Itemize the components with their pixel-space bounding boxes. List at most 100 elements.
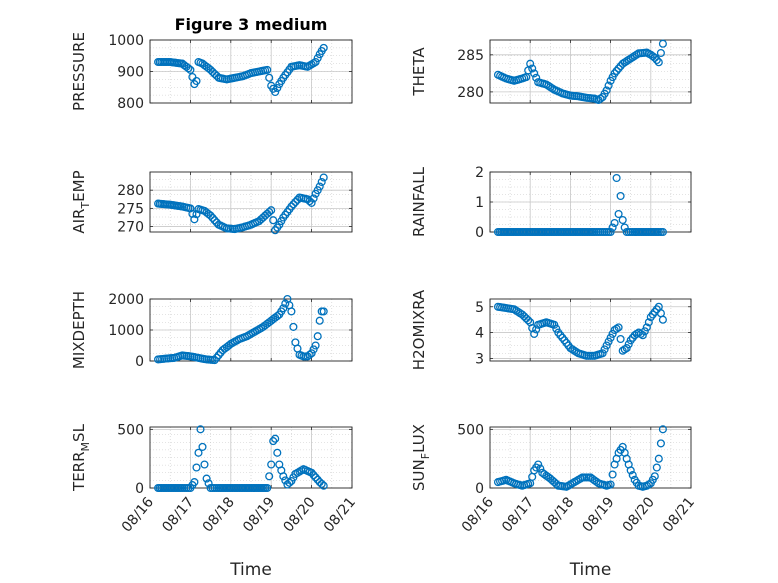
data-point <box>530 69 539 78</box>
data-point <box>620 58 629 67</box>
data-point <box>610 218 619 228</box>
data-point <box>317 177 326 187</box>
data-point <box>656 48 665 58</box>
x-tick-label: 08/17 <box>499 494 537 535</box>
data-point <box>188 209 197 218</box>
y-axis-label: THETA <box>410 47 428 97</box>
data-point <box>528 64 537 73</box>
data-point <box>311 473 320 482</box>
y-tick-label: 0 <box>135 354 144 370</box>
subplot-pressure: 800 900 1000 PRESSURE <box>70 32 353 112</box>
data-point <box>614 209 623 219</box>
data-point <box>319 307 328 316</box>
axes-box <box>489 39 692 104</box>
data-point <box>186 204 195 213</box>
data-point <box>658 39 667 48</box>
data-point <box>214 351 223 360</box>
data-point <box>263 483 272 493</box>
data-point <box>186 65 195 74</box>
subplot-terr: 0 500 08/16 08/17 08/18 08/19 08/20 08/21 Time TE… <box>70 422 359 580</box>
x-tick-label: 08/18 <box>200 494 238 535</box>
data-point <box>281 299 290 308</box>
data-point <box>568 345 577 354</box>
data-point <box>644 318 653 327</box>
data-point <box>190 478 199 487</box>
data-point <box>273 312 282 321</box>
data-point <box>624 55 633 64</box>
data-point <box>305 350 314 359</box>
series-markers <box>493 173 667 237</box>
data-point <box>269 437 278 446</box>
data-point <box>650 472 659 481</box>
y-tick-label: 1 <box>475 195 484 211</box>
data-point <box>558 333 567 342</box>
data-point <box>309 471 318 480</box>
data-point <box>622 344 631 353</box>
data-point <box>604 81 613 90</box>
data-point <box>628 53 637 62</box>
data-point <box>570 346 579 355</box>
y-tick-label: 5 <box>475 300 484 316</box>
data-point <box>614 323 623 332</box>
axes-box <box>489 298 692 362</box>
subplot-theta: 280 285 THETA <box>410 39 692 105</box>
data-point <box>618 346 627 355</box>
data-point <box>656 439 665 448</box>
data-point <box>536 464 545 473</box>
data-point <box>192 463 201 472</box>
subplot-h2omixra: 3 4 5 H2OMIXRA <box>410 289 692 370</box>
x-tick-label: 08/18 <box>539 494 577 535</box>
data-point <box>319 481 328 490</box>
data-point <box>546 83 555 92</box>
data-point <box>514 307 523 316</box>
data-point <box>606 480 615 489</box>
y-axis-label: MIXDEPTH <box>70 291 88 369</box>
y-tick-label: 270 <box>117 220 144 236</box>
data-point <box>212 353 221 362</box>
subplot-sun: 0 500 08/16 08/17 08/18 08/19 08/20 08/21 Time SU… <box>410 422 698 580</box>
data-point <box>616 191 625 201</box>
data-point <box>612 173 621 183</box>
data-point <box>267 206 276 215</box>
data-point <box>289 322 298 331</box>
x-axis-label: Time <box>569 560 612 580</box>
data-point <box>534 460 543 469</box>
series-markers <box>154 294 328 365</box>
data-point <box>510 305 519 314</box>
data-point <box>620 223 629 232</box>
y-tick-label: 2 <box>475 165 484 181</box>
data-point <box>269 216 278 225</box>
x-tick-label: 08/21 <box>660 494 698 535</box>
data-point <box>279 304 288 313</box>
y-tick-label: 0 <box>135 481 144 497</box>
data-point <box>628 471 637 480</box>
data-point <box>305 197 314 206</box>
y-axis-label: H2OMIXRA <box>410 289 428 370</box>
data-point <box>612 324 621 333</box>
data-point <box>287 202 296 211</box>
data-point <box>608 329 617 338</box>
data-point <box>307 198 316 207</box>
data-point <box>602 86 611 95</box>
data-point <box>317 479 326 488</box>
x-tick-label: 08/16 <box>119 494 157 535</box>
data-point <box>309 345 318 354</box>
data-point <box>638 331 647 340</box>
data-point <box>532 73 541 82</box>
series-markers <box>493 302 667 360</box>
data-point <box>602 341 611 350</box>
y-tick-label: 4 <box>475 326 484 342</box>
y-tick-label: 500 <box>117 422 144 438</box>
x-axis-label: Time <box>229 560 272 580</box>
data-point <box>654 58 663 67</box>
data-point <box>188 72 197 82</box>
data-point <box>620 345 629 354</box>
series-markers <box>493 39 667 105</box>
axes-box <box>489 426 692 489</box>
data-point <box>319 173 328 182</box>
series-markers <box>154 43 328 97</box>
y-tick-label: 280 <box>117 183 144 199</box>
data-point <box>311 341 320 350</box>
data-point <box>315 182 324 191</box>
data-point <box>265 73 274 82</box>
